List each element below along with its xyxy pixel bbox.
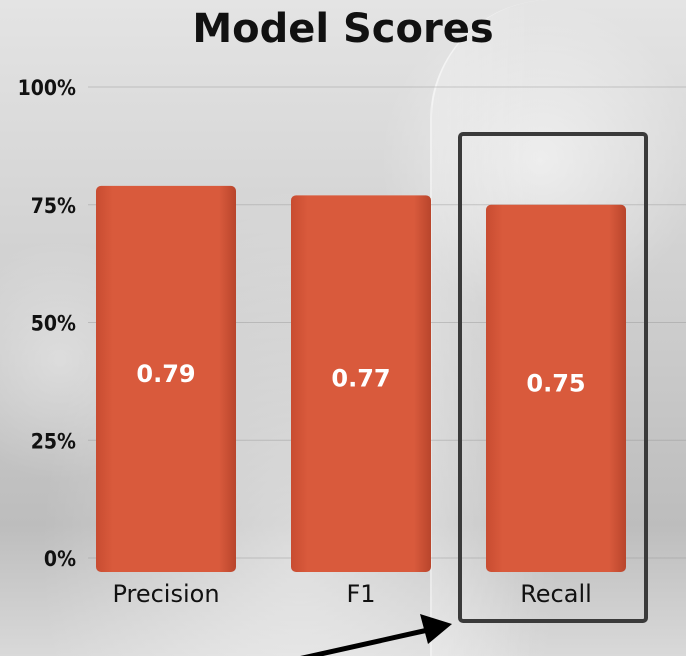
y-axis-ticks: 0% 25% 50% 75% 100%: [18, 76, 76, 571]
bar-value-label: 0.79: [136, 360, 195, 388]
y-tick-label: 25%: [31, 429, 76, 453]
arrow-shaft: [300, 627, 429, 656]
highlight-box: [458, 132, 648, 623]
y-tick-label: 50%: [31, 312, 76, 336]
chart-title: Model Scores: [192, 6, 494, 52]
x-category-label: Recall: [520, 580, 592, 608]
bars: [96, 185, 626, 572]
x-axis-categories: Precision F1 Recall: [112, 580, 591, 608]
x-category-label: Precision: [112, 580, 219, 608]
bar-precision: [96, 185, 236, 572]
arrow-head: [420, 614, 452, 644]
value-labels: 0.79 0.77 0.75: [136, 360, 585, 397]
bar-value-label: 0.75: [526, 369, 585, 397]
bar-value-label: 0.77: [331, 365, 390, 393]
y-tick-label: 75%: [31, 194, 76, 218]
bar-recall: [486, 204, 626, 572]
annotations: [300, 132, 648, 656]
y-tick-label: 0%: [44, 547, 76, 571]
bar-f1: [291, 195, 431, 572]
x-category-label: F1: [346, 580, 375, 608]
y-tick-label: 100%: [18, 76, 76, 100]
